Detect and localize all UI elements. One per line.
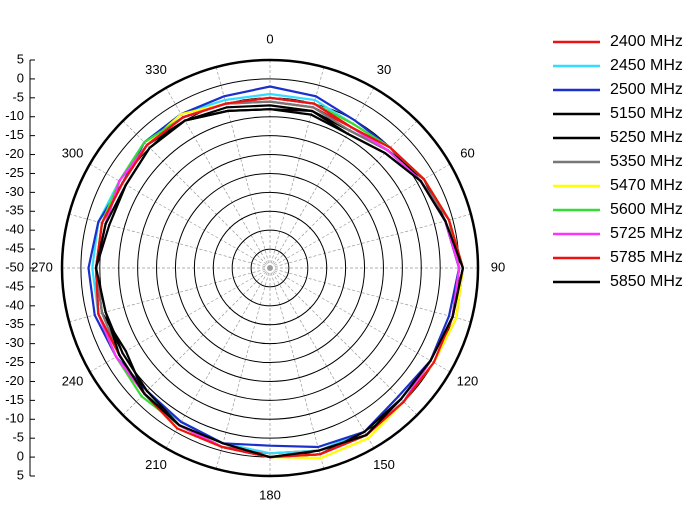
theta-tick-label: 30 [377,62,391,77]
r-tick-label: -20 [5,373,24,388]
r-tick-label: -50 [5,259,24,274]
spoke [269,267,418,416]
legend-label: 2500 MHz [610,81,683,98]
r-tick-label: -20 [5,146,24,161]
r-tick-label: -5 [12,89,24,104]
spoke [269,120,418,269]
theta-tick-label: 330 [145,62,167,77]
grid-ring [137,135,403,401]
spoke [269,267,325,470]
series-line [94,96,465,459]
legend-label: 5850 MHz [610,273,683,290]
r-tick-label: -15 [5,127,24,142]
spoke [269,213,472,269]
theta-tick-label: 150 [373,457,395,472]
theta-tick-label: 120 [457,373,479,388]
r-tick-label: -10 [5,411,24,426]
theta-tick-label: 180 [259,487,281,502]
grid-ring [156,154,384,382]
theta-tick-label: 210 [145,457,167,472]
theta-tick-label: 0 [266,31,273,46]
r-tick-label: -15 [5,392,24,407]
grid-ring [174,172,366,364]
spoke [215,267,271,470]
grid-ring [250,248,290,288]
spoke [269,267,451,373]
theta-tick-label: 300 [62,145,84,160]
r-tick-label: -25 [5,354,24,369]
legend-label: 5350 MHz [610,153,683,170]
r-tick-label: -35 [5,316,24,331]
grid-ring [60,58,480,478]
spoke [269,267,375,449]
r-tick-label: -45 [5,278,24,293]
r-tick-label: -10 [5,108,24,123]
spoke [89,163,271,269]
grid-ring [212,210,328,326]
spoke [269,267,472,323]
grid-ring [231,229,309,307]
r-tick-label: -35 [5,203,24,218]
r-tick-label: -30 [5,335,24,350]
legend-label: 2400 MHz [610,33,683,50]
r-tick-label: -40 [5,297,24,312]
r-tick-label: -45 [5,241,24,256]
legend-label: 5150 MHz [610,105,683,122]
r-tick-label: -25 [5,165,24,180]
r-tick-label: 5 [17,51,24,66]
legend-label: 5470 MHz [610,177,683,194]
r-tick-label: 0 [17,70,24,85]
legend-label: 5250 MHz [610,129,683,146]
legend-label: 5785 MHz [610,249,683,266]
theta-tick-label: 60 [460,145,474,160]
r-tick-label: 5 [17,467,24,482]
theta-tick-label: 90 [491,259,505,274]
legend-label: 2450 MHz [610,57,683,74]
theta-tick-label: 240 [62,373,84,388]
r-tick-label: -40 [5,222,24,237]
legend-label: 5600 MHz [610,201,683,218]
r-tick-label: 0 [17,449,24,464]
series-line [94,108,465,459]
r-tick-label: -5 [12,430,24,445]
r-tick-label: -30 [5,184,24,199]
grid-ring [118,116,422,420]
theta-tick-label: 270 [31,259,53,274]
legend-label: 5725 MHz [610,225,683,242]
grid-ring [193,191,347,345]
